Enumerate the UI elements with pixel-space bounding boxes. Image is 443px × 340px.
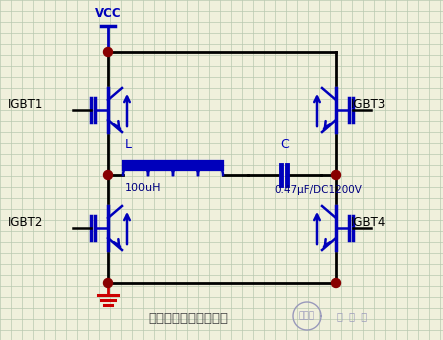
Text: L: L: [125, 138, 132, 151]
Text: IGBT1: IGBT1: [8, 98, 43, 111]
Circle shape: [104, 278, 113, 288]
Text: VCC: VCC: [95, 7, 121, 20]
Circle shape: [331, 170, 341, 180]
Text: C: C: [280, 138, 289, 151]
Text: IGBT2: IGBT2: [8, 216, 43, 229]
Text: 日月辰: 日月辰: [299, 311, 315, 321]
Text: 0.47μF/DC1200V: 0.47μF/DC1200V: [275, 185, 362, 195]
Circle shape: [104, 170, 113, 180]
Text: IGBT3: IGBT3: [351, 98, 386, 111]
Circle shape: [104, 48, 113, 56]
Text: 100uH: 100uH: [125, 183, 162, 193]
Text: 日  月  辰: 日 月 辰: [337, 311, 367, 321]
Text: IGBT4: IGBT4: [351, 216, 386, 229]
Circle shape: [331, 278, 341, 288]
Text: 电磁炉全桥主电路结构: 电磁炉全桥主电路结构: [148, 311, 228, 324]
